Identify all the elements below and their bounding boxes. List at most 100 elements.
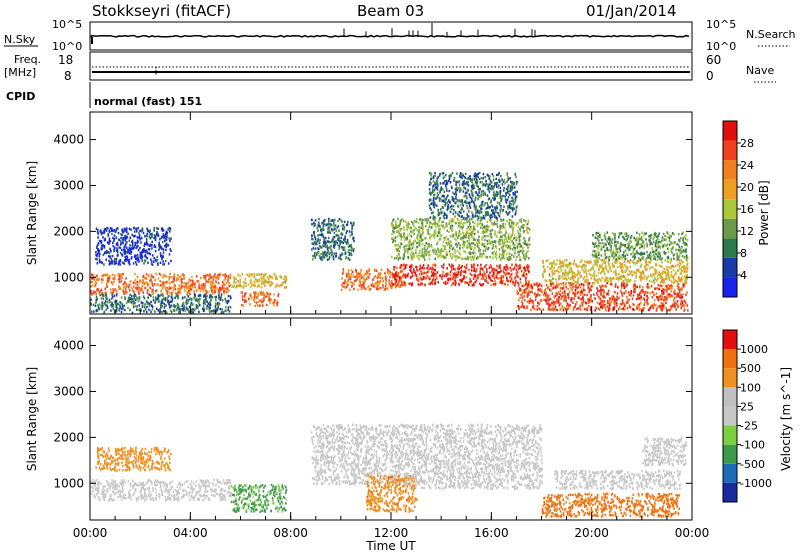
heatmap-cell bbox=[108, 242, 110, 245]
heatmap-cell bbox=[396, 249, 399, 252]
heatmap-cell bbox=[128, 300, 130, 304]
heatmap-cell bbox=[114, 258, 117, 261]
heatmap-cell bbox=[216, 308, 218, 312]
heatmap-cell bbox=[152, 288, 154, 291]
heatmap-cell bbox=[670, 290, 673, 293]
heatmap-cell bbox=[148, 308, 150, 311]
heatmap-cell bbox=[411, 282, 413, 286]
heatmap-cell bbox=[95, 298, 98, 301]
heatmap-cell bbox=[351, 224, 353, 228]
heatmap-cell bbox=[509, 206, 512, 209]
beam-title: Beam 03 bbox=[357, 2, 424, 20]
heatmap-cell bbox=[254, 278, 257, 281]
heatmap-cell bbox=[329, 246, 332, 249]
heatmap-cell bbox=[241, 297, 244, 300]
heatmap-cell bbox=[143, 244, 146, 247]
heatmap-cell bbox=[545, 288, 547, 291]
heatmap-cell bbox=[481, 255, 483, 259]
heatmap-cell bbox=[445, 216, 448, 219]
heatmap-cell bbox=[253, 298, 255, 302]
heatmap-cell bbox=[408, 239, 411, 242]
heatmap-cell bbox=[574, 294, 577, 297]
heatmap-cell bbox=[448, 230, 450, 233]
heatmap-cell bbox=[99, 290, 102, 293]
heatmap-cell bbox=[481, 238, 483, 241]
heatmap-cell bbox=[506, 173, 508, 177]
heatmap-cell bbox=[447, 194, 449, 197]
heatmap-cell bbox=[489, 219, 492, 222]
heatmap-cell bbox=[167, 262, 170, 265]
heatmap-cell bbox=[501, 198, 503, 201]
heatmap-cell bbox=[514, 246, 516, 250]
heatmap-cell bbox=[511, 240, 513, 243]
heatmap-cell bbox=[460, 208, 462, 212]
heatmap-region bbox=[310, 217, 355, 261]
heatmap-cell bbox=[404, 247, 406, 251]
heatmap-cell bbox=[121, 273, 123, 276]
heatmap-cell bbox=[613, 299, 616, 303]
heatmap-cell bbox=[468, 218, 471, 221]
heatmap-cell bbox=[541, 289, 543, 292]
heatmap-cell bbox=[479, 272, 482, 276]
heatmap-cell bbox=[455, 191, 457, 194]
heatmap-cell bbox=[113, 277, 116, 280]
heatmap-cell bbox=[160, 289, 162, 293]
heatmap-cell bbox=[452, 282, 454, 285]
heatmap-cell bbox=[500, 174, 502, 178]
heatmap-cell bbox=[520, 225, 523, 228]
heatmap-cell bbox=[111, 232, 113, 236]
heatmap-cell bbox=[570, 284, 573, 287]
heatmap-cell bbox=[489, 235, 492, 238]
heatmap-cell bbox=[673, 289, 676, 292]
heatmap-cell bbox=[311, 242, 314, 245]
heatmap-cell bbox=[439, 182, 442, 185]
heatmap-cell bbox=[239, 283, 241, 286]
heatmap-cell bbox=[421, 251, 424, 254]
heatmap-cell bbox=[148, 251, 150, 255]
heatmap-cell bbox=[125, 285, 128, 288]
heatmap-cell bbox=[313, 233, 315, 236]
heatmap-cell bbox=[273, 304, 275, 307]
heatmap-cell bbox=[340, 283, 343, 287]
heatmap-cell bbox=[399, 222, 402, 226]
heatmap-cell bbox=[269, 292, 271, 296]
heatmap-cell bbox=[447, 205, 449, 209]
heatmap-cell bbox=[172, 280, 174, 283]
heatmap-cell bbox=[149, 233, 152, 236]
heatmap-cell bbox=[218, 287, 221, 291]
heatmap-cell bbox=[440, 224, 442, 227]
heatmap-cell bbox=[265, 280, 268, 284]
heatmap-cell bbox=[350, 249, 352, 252]
heatmap-cell bbox=[474, 214, 477, 218]
heatmap-cell bbox=[412, 241, 414, 245]
heatmap-cell bbox=[150, 258, 152, 261]
heatmap-cell bbox=[553, 296, 555, 299]
heatmap-cell bbox=[320, 252, 322, 256]
heatmap-cell bbox=[498, 276, 501, 279]
heatmap-cell bbox=[329, 240, 332, 244]
heatmap-cell bbox=[620, 303, 623, 306]
heatmap-cell bbox=[557, 298, 560, 301]
heatmap-cell bbox=[333, 240, 336, 243]
heatmap-cell bbox=[145, 281, 148, 284]
heatmap-cell bbox=[428, 198, 431, 201]
heatmap-cell bbox=[486, 210, 488, 214]
heatmap-cell bbox=[656, 307, 658, 310]
heatmap-cell bbox=[464, 176, 467, 179]
heatmap-cell bbox=[324, 240, 326, 243]
heatmap-cell bbox=[123, 227, 126, 231]
heatmap-cell bbox=[276, 283, 279, 286]
heatmap-cell bbox=[571, 289, 574, 292]
heatmap-cell bbox=[156, 283, 159, 286]
heatmap-cell bbox=[523, 219, 525, 222]
heatmap-cell bbox=[503, 267, 505, 270]
heatmap-cell bbox=[496, 225, 499, 228]
heatmap-cell bbox=[177, 307, 179, 310]
heatmap-cell bbox=[473, 201, 475, 204]
heatmap-cell bbox=[617, 308, 620, 311]
heatmap-cell bbox=[394, 236, 397, 239]
heatmap-cell bbox=[379, 272, 381, 275]
heatmap-cell bbox=[444, 179, 446, 183]
heatmap-cell bbox=[552, 282, 554, 285]
heatmap-cell bbox=[192, 283, 194, 286]
